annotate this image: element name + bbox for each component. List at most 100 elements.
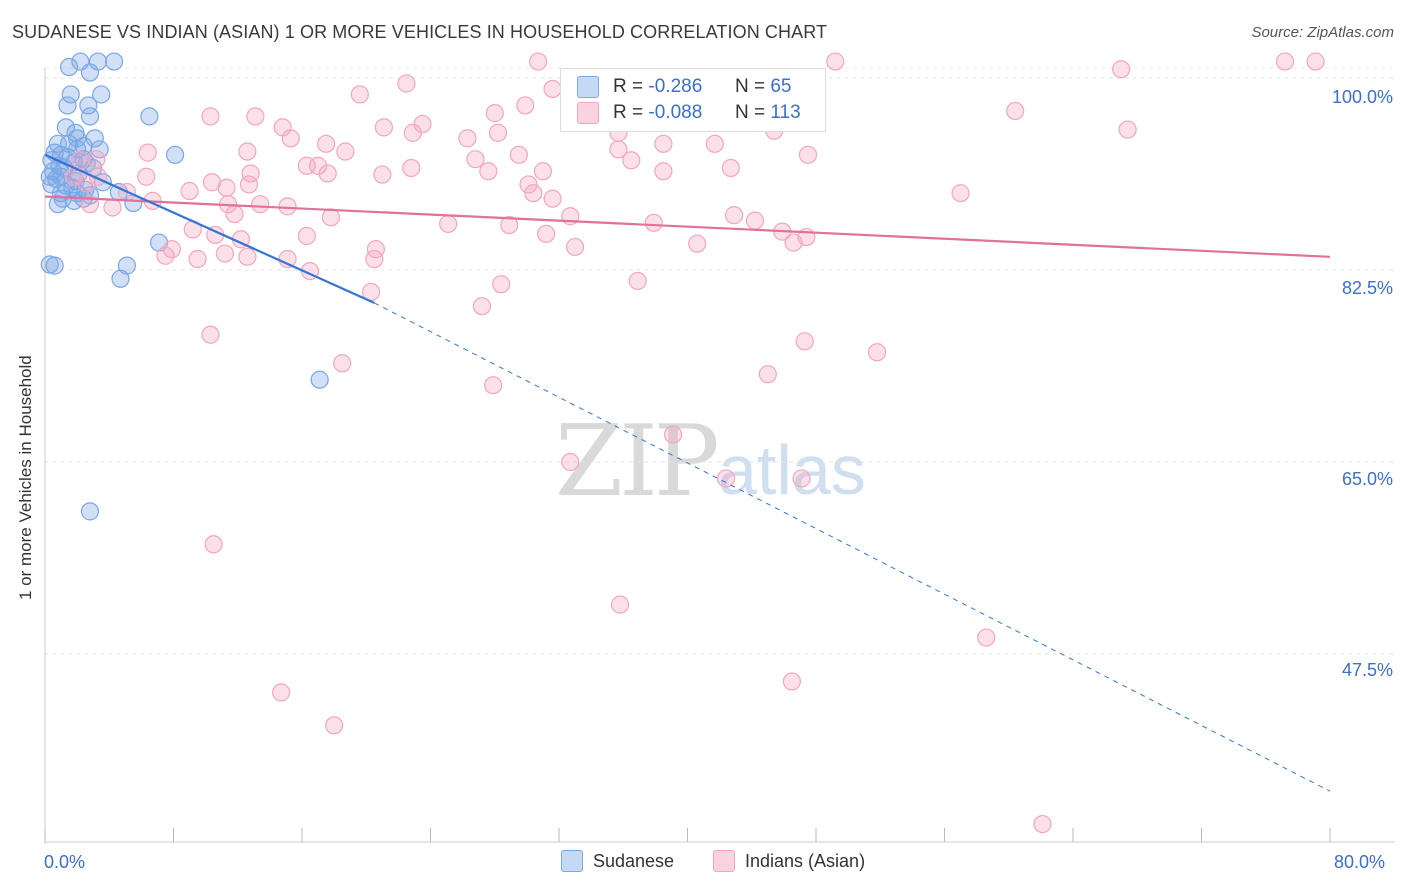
indians-point [519,175,538,194]
indians-trend-line [44,195,1331,258]
indians-point [484,376,503,395]
legend-swatch-sudanese [561,850,583,872]
legend-item-indians[interactable]: Indians (Asian) [713,850,865,872]
indians-point [867,343,887,362]
indians-point [724,206,744,225]
indians-point [156,246,175,265]
indians-point [80,195,100,214]
indians-point [533,162,553,181]
n-label: N = [734,102,766,123]
legend-label-indians: Indians (Asian) [745,850,866,871]
sudanese-point [111,269,130,288]
x-tick-label-min: 0.0% [44,852,86,872]
indians-point [138,143,157,162]
indians-point [251,195,270,214]
indians-point [238,142,257,161]
n-label: N = [734,76,766,97]
indians-point [500,215,519,235]
indians-point [1112,60,1131,79]
indians-point [71,151,90,170]
indians-point [439,214,458,234]
indians-point [333,354,352,373]
sudanese-swatch [577,76,599,98]
y-axis-label: 1 or more Vehicles in Household [16,355,35,600]
sudanese-point [90,140,109,159]
indians-point [485,104,504,123]
indians-point [977,628,996,647]
indians-point [1306,52,1325,71]
indians-point [543,79,562,99]
sudanese-point [80,107,100,126]
sudanese-point [64,191,84,210]
indians-point [488,123,508,142]
indians-swatch [577,102,599,124]
stats-row-indians: R = -0.088 N = 113 [577,101,801,125]
indians-point [374,118,394,137]
trend-layer [44,153,1331,792]
sudanese-point [58,96,77,115]
sudanese-point [45,256,64,275]
indians-point [162,240,181,259]
points-layer [40,52,1325,834]
indians-point [466,150,485,169]
indians-point [561,452,580,472]
indians-point [217,178,236,197]
indians-point [565,237,585,257]
indians-point [951,184,970,203]
indians-point [784,233,803,252]
indians-point [318,164,337,183]
indians-point [1033,814,1052,834]
indians-point [610,595,630,614]
indians-point [316,134,336,153]
indians-point [479,162,498,181]
indians-point [492,275,511,294]
indians-point [246,107,265,126]
indians-point [721,158,740,178]
legend: Sudanese Indians (Asian) [0,850,1406,878]
indians-point [366,240,385,259]
indians-point [238,247,257,266]
indians-point [87,150,106,169]
indians-point [1118,120,1137,139]
indians-point [308,156,328,175]
indians-point [397,74,416,93]
sudanese-trend-extension [374,302,1331,792]
indians-point [688,234,707,253]
indians-point [654,134,673,153]
indians-point [1275,52,1295,71]
sudanese-point [92,85,111,104]
indians-point [622,151,641,170]
indians-point [278,197,297,216]
legend-item-sudanese[interactable]: Sudanese [561,850,674,872]
indians-point [188,249,207,269]
n-value: 113 [770,102,801,123]
y-tick-label-82-5: 82.5% [1341,278,1393,298]
indians-point [543,189,562,208]
indians-point [204,535,223,554]
indians-point [403,123,422,142]
indians-point [745,211,765,230]
indians-point [782,672,802,691]
indians-point [201,107,220,126]
r-value: -0.286 [648,76,703,97]
indians-point [225,204,244,224]
y-tick-label-47-5: 47.5% [1341,660,1393,680]
indians-point [272,683,291,702]
indians-point [402,158,421,178]
indians-point [201,325,220,344]
source-credit: Source: ZipAtlas.com [1251,24,1394,41]
sudanese-point [59,57,79,77]
indians-point [716,469,736,488]
indians-point [705,134,724,153]
indians-point [1006,101,1025,121]
indians-point [792,469,811,488]
legend-swatch-indians [713,850,735,872]
indians-point [537,224,556,243]
y-tick-label-65: 65.0% [1341,469,1393,489]
indians-point [654,162,673,181]
indians-point [529,52,548,71]
indians-point [215,244,234,263]
indians-point [350,85,369,104]
stats-row-sudanese: R = -0.286 N = 65 [577,75,791,99]
